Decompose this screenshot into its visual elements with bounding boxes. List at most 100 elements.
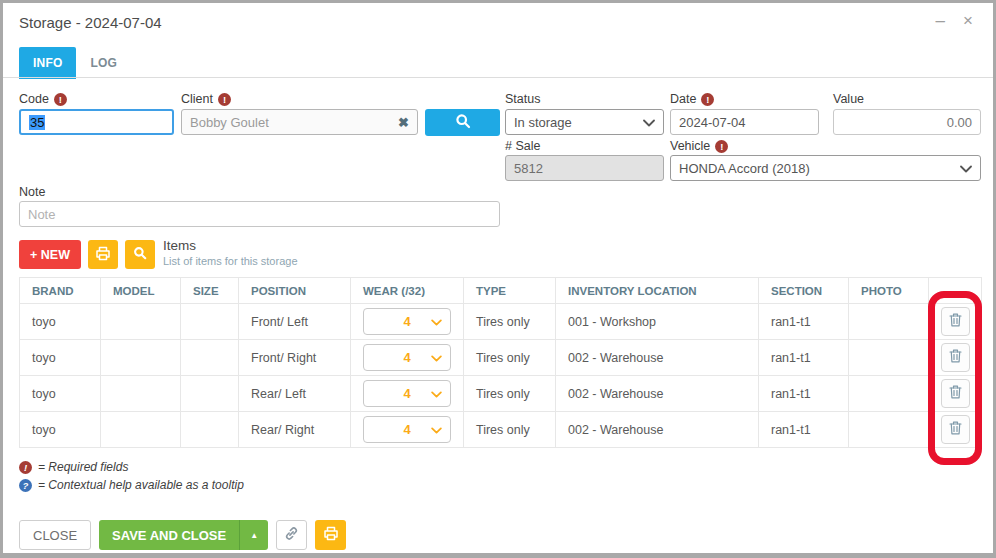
tabs-divider bbox=[3, 77, 993, 78]
minimize-icon[interactable]: – bbox=[936, 12, 945, 29]
cell-size bbox=[181, 412, 239, 448]
code-input[interactable]: 35 bbox=[19, 109, 174, 135]
legend-help: ? = Contextual help available as a toolt… bbox=[19, 478, 244, 492]
delete-item-button[interactable] bbox=[941, 415, 970, 444]
search-icon bbox=[133, 246, 147, 263]
cell-location: 001 - Workshop bbox=[556, 304, 759, 340]
cell-size bbox=[181, 376, 239, 412]
status-label: Status bbox=[505, 92, 540, 106]
items-subtitle: List of items for this storage bbox=[163, 255, 298, 267]
required-icon: ! bbox=[701, 93, 714, 106]
col-section: SECTION bbox=[759, 278, 849, 304]
wear-select[interactable]: 4 bbox=[363, 308, 451, 335]
sale-input: 5812 bbox=[505, 155, 664, 181]
cell-brand: toyo bbox=[20, 376, 101, 412]
code-value-selected: 35 bbox=[29, 115, 45, 130]
col-actions bbox=[929, 278, 982, 304]
required-icon: ! bbox=[19, 461, 32, 474]
col-brand: BRAND bbox=[20, 278, 101, 304]
chevron-down-icon bbox=[960, 161, 972, 176]
cell-location: 002 - Warehouse bbox=[556, 376, 759, 412]
cell-type: Tires only bbox=[464, 304, 556, 340]
save-dropdown-toggle[interactable]: ▲ bbox=[239, 520, 268, 550]
caret-up-icon: ▲ bbox=[250, 531, 258, 540]
save-and-close-button: SAVE AND CLOSE ▲ bbox=[99, 520, 268, 550]
save-and-close-main[interactable]: SAVE AND CLOSE bbox=[99, 520, 239, 550]
table-header-row: BRAND MODEL SIZE POSITION WEAR (/32) TYP… bbox=[20, 278, 982, 304]
col-position: POSITION bbox=[239, 278, 351, 304]
date-input[interactable]: 2024-07-04 bbox=[670, 109, 819, 135]
cell-brand: toyo bbox=[20, 340, 101, 376]
trash-icon bbox=[949, 349, 962, 366]
copy-link-button[interactable] bbox=[276, 520, 307, 550]
cell-position: Rear/ Right bbox=[239, 412, 351, 448]
trash-icon bbox=[949, 313, 962, 330]
tab-info[interactable]: INFO bbox=[19, 47, 76, 79]
cell-section: ran1-t1 bbox=[759, 304, 849, 340]
sale-label: # Sale bbox=[505, 139, 540, 153]
items-header: Items List of items for this storage bbox=[163, 238, 298, 267]
wear-select[interactable]: 4 bbox=[363, 380, 451, 407]
print-items-button[interactable] bbox=[88, 240, 118, 269]
value-label: Value bbox=[833, 92, 864, 106]
col-wear: WEAR (/32) bbox=[351, 278, 464, 304]
value-input[interactable]: 0.00 bbox=[833, 109, 981, 135]
chevron-down-icon bbox=[431, 427, 442, 434]
tab-bar: INFO LOG bbox=[19, 47, 131, 79]
add-item-button[interactable]: + NEW bbox=[19, 240, 81, 269]
close-button[interactable]: CLOSE bbox=[19, 520, 91, 550]
cell-model bbox=[101, 340, 181, 376]
cell-model bbox=[101, 304, 181, 340]
required-icon: ! bbox=[715, 140, 728, 153]
date-value: 2024-07-04 bbox=[679, 115, 746, 130]
cell-photo bbox=[849, 304, 929, 340]
cell-section: ran1-t1 bbox=[759, 340, 849, 376]
cell-type: Tires only bbox=[464, 340, 556, 376]
client-input[interactable]: Bobby Goulet ✖ bbox=[181, 109, 418, 135]
cell-location: 002 - Warehouse bbox=[556, 412, 759, 448]
wear-select[interactable]: 4 bbox=[363, 344, 451, 371]
wear-select[interactable]: 4 bbox=[363, 416, 451, 443]
cell-brand: toyo bbox=[20, 304, 101, 340]
date-label: Date ! bbox=[670, 92, 714, 106]
value-amount: 0.00 bbox=[947, 115, 972, 130]
trash-icon bbox=[949, 421, 962, 438]
items-table: BRAND MODEL SIZE POSITION WEAR (/32) TYP… bbox=[19, 277, 981, 448]
chevron-down-icon bbox=[431, 355, 442, 362]
delete-item-button[interactable] bbox=[941, 379, 970, 408]
printer-icon bbox=[323, 526, 339, 544]
vehicle-label: Vehicle ! bbox=[670, 139, 728, 153]
clear-client-icon[interactable]: ✖ bbox=[398, 115, 409, 130]
search-icon bbox=[455, 113, 471, 132]
link-icon bbox=[284, 526, 299, 544]
chevron-down-icon bbox=[643, 115, 655, 130]
cell-model bbox=[101, 376, 181, 412]
close-icon[interactable]: × bbox=[963, 12, 973, 29]
status-select[interactable]: In storage bbox=[505, 109, 664, 135]
search-items-button[interactable] bbox=[125, 240, 155, 269]
status-value: In storage bbox=[514, 115, 572, 130]
col-size: SIZE bbox=[181, 278, 239, 304]
code-label: Code ! bbox=[19, 92, 67, 106]
page-title: Storage - 2024-07-04 bbox=[19, 14, 162, 31]
note-input[interactable] bbox=[19, 201, 500, 227]
vehicle-select[interactable]: HONDA Accord (2018) bbox=[670, 155, 981, 181]
required-icon: ! bbox=[54, 93, 67, 106]
client-search-button[interactable] bbox=[425, 109, 500, 136]
vehicle-value: HONDA Accord (2018) bbox=[679, 161, 810, 176]
cell-photo bbox=[849, 340, 929, 376]
col-photo: PHOTO bbox=[849, 278, 929, 304]
client-label: Client ! bbox=[181, 92, 231, 106]
delete-item-button[interactable] bbox=[941, 343, 970, 372]
cell-section: ran1-t1 bbox=[759, 376, 849, 412]
cell-location: 002 - Warehouse bbox=[556, 340, 759, 376]
table-row: toyo Rear/ Right 4 Tires only 002 - Ware… bbox=[20, 412, 982, 448]
delete-item-button[interactable] bbox=[941, 307, 970, 336]
print-button[interactable] bbox=[315, 520, 346, 550]
client-value: Bobby Goulet bbox=[190, 115, 269, 130]
cell-size bbox=[181, 340, 239, 376]
col-type: TYPE bbox=[464, 278, 556, 304]
chevron-down-icon bbox=[431, 391, 442, 398]
tab-log[interactable]: LOG bbox=[76, 47, 131, 79]
cell-size bbox=[181, 304, 239, 340]
